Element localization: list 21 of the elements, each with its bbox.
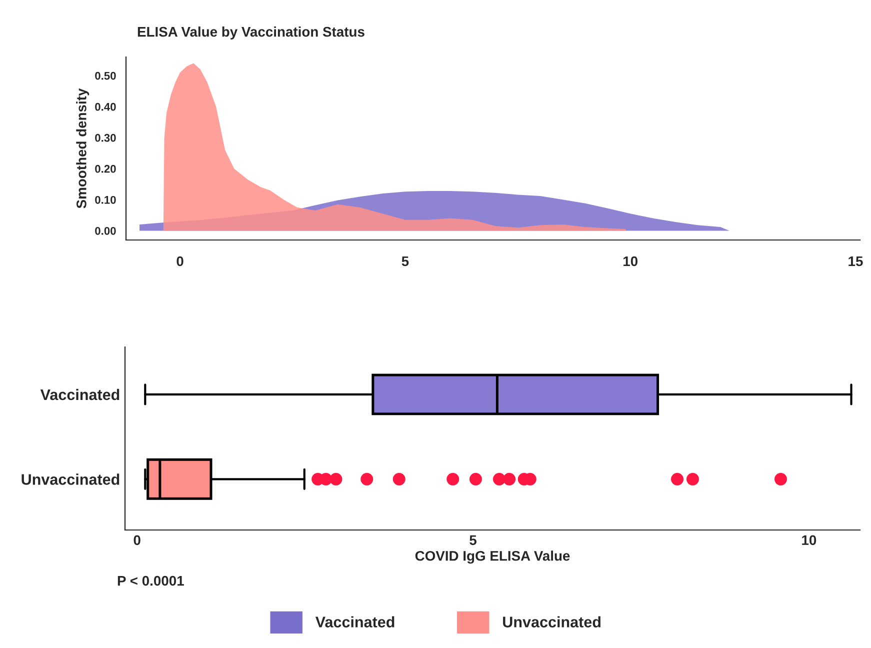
y-tick-label: 0.30 [95, 134, 116, 142]
x-axis-title: COVID IgG ELISA Value [415, 550, 570, 564]
text: P < 0.0001 [118, 576, 184, 586]
y-tick-label: 0.20 [95, 164, 116, 173]
y-tick-label: 0.50 [95, 72, 116, 80]
x-tick-label: 0 [134, 535, 140, 546]
y-tick-label: Unvaccinated [22, 474, 120, 485]
x-tick-label: 0 [176, 256, 184, 266]
y-tick-label: 0.40 [95, 102, 116, 111]
x-tick-label: 5 [402, 256, 409, 266]
legend-label: Vaccinated [315, 616, 394, 628]
y-axis-title: Smoothed density [76, 88, 90, 208]
y-tick-label: 0.00 [95, 226, 116, 235]
x-tick-label: 5 [470, 535, 476, 546]
x-tick-label: 10 [623, 256, 638, 266]
legend-label: Unvaccinated [503, 616, 600, 628]
x-tick-label: 10 [802, 535, 816, 546]
x-tick-label: 15 [848, 256, 863, 266]
chart-title: ELISA Value by Vaccination Status [138, 26, 364, 40]
y-tick-label: 0.10 [95, 196, 116, 204]
y-tick-label: Vaccinated [40, 388, 120, 400]
